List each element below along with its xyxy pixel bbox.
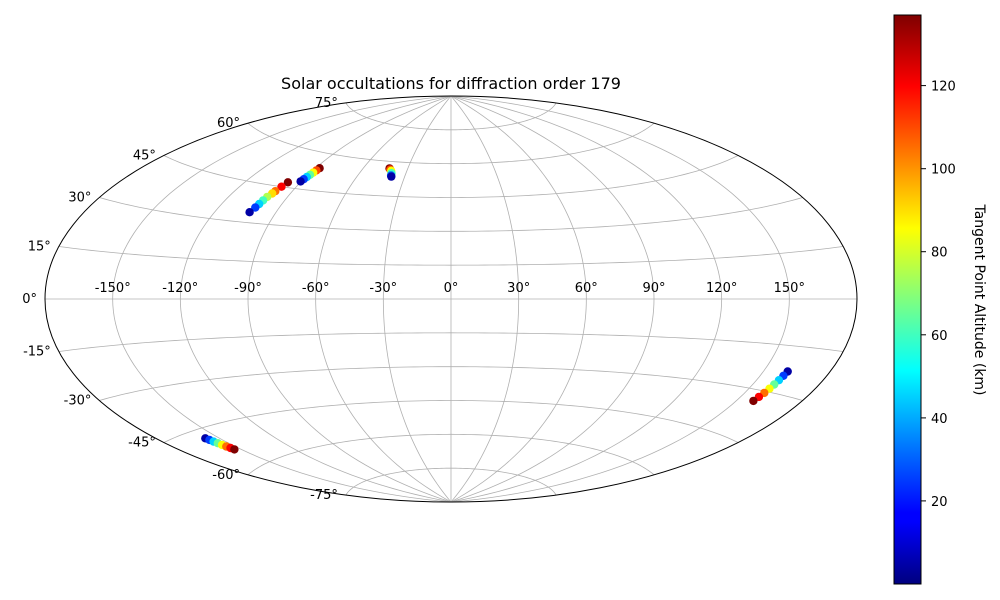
map-grid [45, 96, 857, 502]
parallel-gridline [247, 433, 655, 476]
latitude-tick-label: -45° [128, 436, 156, 451]
colorbar-tick-label: 20 [931, 495, 948, 510]
occultation-point [245, 208, 254, 217]
parallel-gridline [345, 467, 557, 496]
longitude-tick-labels: -150° -120° -90° -60° -30° 0° 30° 60° 90° 120° 150… [95, 281, 805, 296]
longitude-tick-label: -120° [162, 281, 198, 296]
colorbar-tick-label: 60 [931, 329, 948, 344]
latitude-tick-label: -15° [23, 345, 51, 360]
parallel-gridline [247, 122, 655, 165]
longitude-tick-label: 150° [774, 281, 805, 296]
colorbar-ticks: 20 40 60 80 100 120 [921, 80, 956, 510]
longitude-tick-label: 0° [444, 281, 459, 296]
colorbar-tick-label: 80 [931, 246, 948, 261]
latitude-tick-label: -60° [212, 468, 240, 483]
occultation-point [251, 203, 260, 212]
latitude-tick-label: 60° [217, 116, 240, 131]
longitude-tick-label: -90° [234, 281, 262, 296]
colorbar-label: Tangent Point Altitude (km) [971, 203, 987, 395]
longitude-tick-label: 90° [642, 281, 665, 296]
latitude-tick-label: 0° [22, 292, 37, 307]
latitude-tick-labels: -75° -60° -45° -30° -15° 0° 15° 30° 45° 60° 75° [22, 96, 338, 503]
parallel-gridline [99, 366, 803, 401]
occultation-point [277, 182, 286, 191]
longitude-tick-label: -30° [369, 281, 397, 296]
longitude-tick-label: 60° [575, 281, 598, 296]
latitude-tick-label: -75° [310, 488, 338, 503]
latitude-tick-label: 75° [315, 96, 338, 111]
chart-title: Solar occultations for diffraction order… [281, 74, 621, 93]
parallel-gridline [99, 197, 803, 232]
parallel-gridline [58, 246, 844, 266]
occultation-point [283, 178, 293, 187]
longitude-tick-label: 120° [706, 281, 737, 296]
occultation-point [749, 396, 758, 406]
longitude-tick-label: -150° [95, 281, 131, 296]
colorbar-tick-label: 120 [931, 80, 956, 95]
colorbar [893, 14, 922, 585]
occultation-point [296, 177, 305, 186]
parallel-gridline [58, 332, 844, 352]
occultation-points [201, 164, 792, 454]
colorbar-tick-label: 40 [931, 412, 948, 427]
occultation-point [387, 172, 396, 181]
parallel-gridline [345, 102, 557, 131]
latitude-tick-label: 15° [28, 240, 51, 255]
latitude-tick-label: 30° [68, 191, 91, 206]
latitude-tick-label: -30° [64, 394, 92, 409]
longitude-tick-label: -60° [302, 281, 330, 296]
parallel-gridline [163, 155, 739, 198]
map-outline [44, 95, 858, 503]
parallel-gridline [163, 400, 739, 443]
occultation-point [230, 445, 239, 454]
colorbar-tick-label: 100 [931, 163, 956, 178]
latitude-tick-label: 45° [133, 149, 156, 164]
longitude-tick-label: 30° [507, 281, 530, 296]
